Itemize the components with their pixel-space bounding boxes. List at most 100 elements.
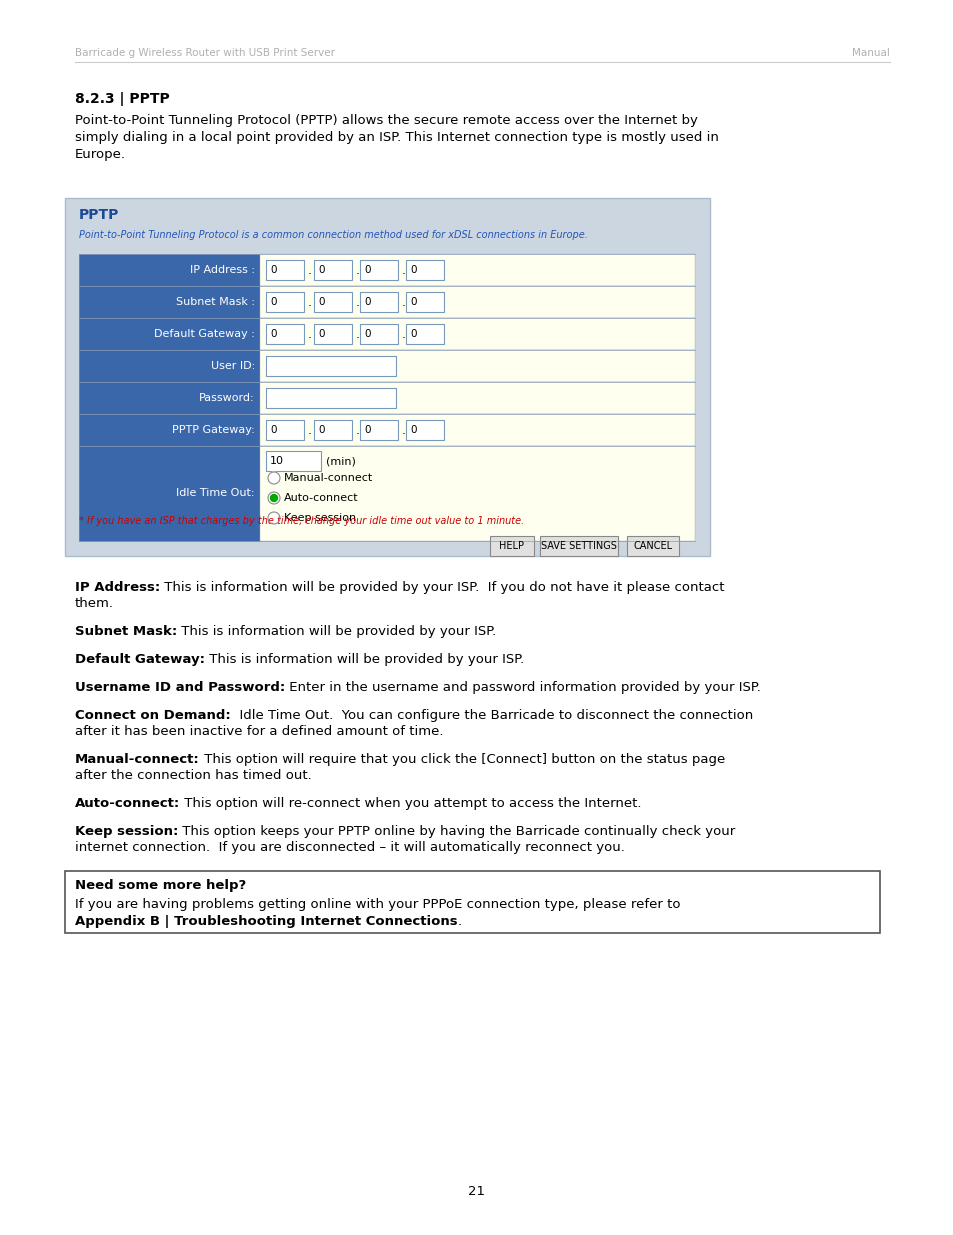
Text: 0: 0 bbox=[270, 266, 276, 275]
Text: 0: 0 bbox=[270, 425, 276, 435]
Text: Password:: Password: bbox=[199, 393, 254, 403]
Bar bbox=[266, 420, 304, 440]
Bar bbox=[359, 420, 397, 440]
Text: internet connection.  If you are disconnected – it will automatically reconnect : internet connection. If you are disconne… bbox=[75, 841, 624, 853]
Text: 0: 0 bbox=[410, 425, 416, 435]
Bar bbox=[79, 414, 260, 446]
Text: Manual-connect: Manual-connect bbox=[284, 473, 373, 483]
Text: Auto-connect: Auto-connect bbox=[284, 493, 358, 503]
Text: Barricade g Wireless Router with USB Print Server: Barricade g Wireless Router with USB Pri… bbox=[75, 48, 335, 58]
Text: 0: 0 bbox=[317, 425, 324, 435]
Text: .: . bbox=[401, 263, 406, 277]
Text: HELP: HELP bbox=[499, 541, 524, 551]
Text: Default Gateway:: Default Gateway: bbox=[75, 653, 205, 666]
Text: 21: 21 bbox=[468, 1186, 485, 1198]
Bar bbox=[79, 350, 260, 382]
Text: * If you have an ISP that charges by the time, change your idle time out value t: * If you have an ISP that charges by the… bbox=[79, 516, 524, 526]
Text: This option keeps your PPTP online by having the Barricade continually check you: This option keeps your PPTP online by ha… bbox=[178, 825, 735, 839]
Bar bbox=[406, 291, 443, 312]
Text: 0: 0 bbox=[410, 329, 416, 338]
Bar bbox=[260, 446, 695, 541]
Bar bbox=[359, 261, 397, 280]
Text: Subnet Mask :: Subnet Mask : bbox=[175, 296, 254, 308]
Bar bbox=[65, 198, 709, 556]
Bar bbox=[79, 446, 260, 541]
Text: 0: 0 bbox=[317, 266, 324, 275]
Text: IP Address:: IP Address: bbox=[75, 580, 160, 594]
Text: 0: 0 bbox=[364, 425, 370, 435]
Bar bbox=[539, 536, 618, 556]
Text: 0: 0 bbox=[317, 329, 324, 338]
Text: Username ID and Password:: Username ID and Password: bbox=[75, 680, 285, 694]
Bar bbox=[260, 254, 695, 287]
Text: .: . bbox=[308, 424, 312, 436]
Text: .: . bbox=[355, 263, 359, 277]
Bar bbox=[359, 291, 397, 312]
Bar bbox=[65, 871, 879, 932]
Text: Connect on Demand:: Connect on Demand: bbox=[75, 709, 231, 722]
Text: Need some more help?: Need some more help? bbox=[75, 879, 246, 892]
Text: This is information will be provided by your ISP.: This is information will be provided by … bbox=[177, 625, 496, 638]
Bar bbox=[314, 291, 352, 312]
Circle shape bbox=[268, 513, 280, 524]
Bar bbox=[260, 287, 695, 317]
Circle shape bbox=[268, 492, 280, 504]
Text: 0: 0 bbox=[364, 329, 370, 338]
Text: Default Gateway :: Default Gateway : bbox=[154, 329, 254, 338]
Bar bbox=[79, 317, 260, 350]
Text: .: . bbox=[308, 327, 312, 341]
Text: Subnet Mask:: Subnet Mask: bbox=[75, 625, 177, 638]
Text: 8.2.3 | PPTP: 8.2.3 | PPTP bbox=[75, 91, 170, 106]
Bar bbox=[266, 388, 395, 408]
Bar bbox=[260, 414, 695, 446]
Text: 0: 0 bbox=[410, 266, 416, 275]
Bar bbox=[406, 420, 443, 440]
Text: 0: 0 bbox=[364, 296, 370, 308]
Text: .: . bbox=[308, 295, 312, 309]
Text: .: . bbox=[355, 327, 359, 341]
Text: PPTP Gateway:: PPTP Gateway: bbox=[172, 425, 254, 435]
Text: Keep session:: Keep session: bbox=[75, 825, 178, 839]
Bar bbox=[314, 420, 352, 440]
Text: .: . bbox=[401, 327, 406, 341]
Text: Enter in the username and password information provided by your ISP.: Enter in the username and password infor… bbox=[285, 680, 760, 694]
Text: .: . bbox=[308, 263, 312, 277]
Text: Point-to-Point Tunneling Protocol (PPTP) allows the secure remote access over th: Point-to-Point Tunneling Protocol (PPTP)… bbox=[75, 114, 698, 127]
Text: 10: 10 bbox=[270, 456, 284, 466]
Text: This is information will be provided by your ISP.  If you do not have it please : This is information will be provided by … bbox=[160, 580, 724, 594]
Text: after it has been inactive for a defined amount of time.: after it has been inactive for a defined… bbox=[75, 725, 443, 739]
Text: IP Address :: IP Address : bbox=[190, 266, 254, 275]
Text: 0: 0 bbox=[317, 296, 324, 308]
Bar bbox=[79, 254, 260, 287]
Bar bbox=[314, 261, 352, 280]
Text: 0: 0 bbox=[270, 296, 276, 308]
Text: If you are having problems getting online with your PPPoE connection type, pleas: If you are having problems getting onlin… bbox=[75, 898, 679, 911]
Text: CANCEL: CANCEL bbox=[633, 541, 672, 551]
Bar bbox=[260, 382, 695, 414]
Text: simply dialing in a local point provided by an ISP. This Internet connection typ: simply dialing in a local point provided… bbox=[75, 131, 719, 144]
Bar bbox=[406, 324, 443, 345]
Text: Appendix B | Troubleshooting Internet Connections: Appendix B | Troubleshooting Internet Co… bbox=[75, 915, 457, 927]
Bar bbox=[266, 291, 304, 312]
Text: 0: 0 bbox=[410, 296, 416, 308]
Text: .: . bbox=[457, 915, 461, 927]
Text: .: . bbox=[355, 424, 359, 436]
Text: 0: 0 bbox=[270, 329, 276, 338]
Text: SAVE SETTINGS: SAVE SETTINGS bbox=[540, 541, 617, 551]
Text: .: . bbox=[401, 424, 406, 436]
Text: Idle Time Out:: Idle Time Out: bbox=[176, 488, 254, 498]
Text: .: . bbox=[401, 295, 406, 309]
Bar bbox=[79, 382, 260, 414]
Bar bbox=[260, 350, 695, 382]
Text: Auto-connect:: Auto-connect: bbox=[75, 797, 180, 810]
Bar bbox=[266, 356, 395, 375]
Text: after the connection has timed out.: after the connection has timed out. bbox=[75, 769, 312, 782]
Bar bbox=[79, 287, 260, 317]
Text: Manual-connect:: Manual-connect: bbox=[75, 753, 199, 766]
Text: 0: 0 bbox=[364, 266, 370, 275]
Circle shape bbox=[268, 472, 280, 484]
Bar bbox=[266, 451, 320, 471]
Text: Keep session: Keep session bbox=[284, 513, 355, 522]
Text: .: . bbox=[355, 295, 359, 309]
Bar bbox=[490, 536, 534, 556]
